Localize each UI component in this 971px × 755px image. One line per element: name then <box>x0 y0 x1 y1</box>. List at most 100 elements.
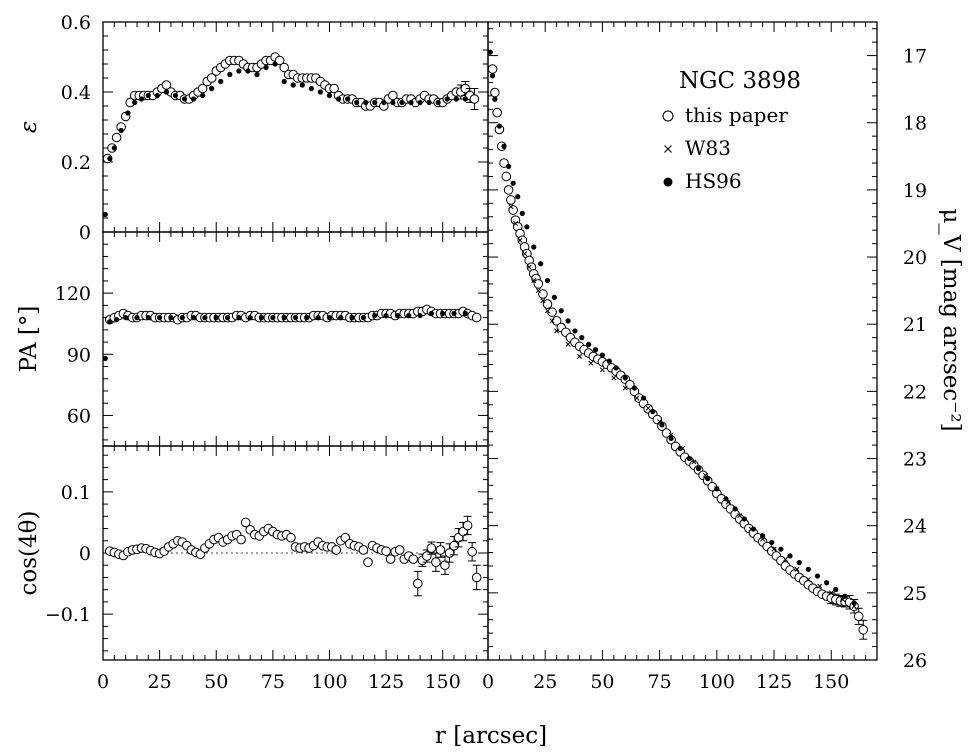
data-point <box>435 545 446 555</box>
legend-entry-label: W83 <box>685 136 731 160</box>
data-point <box>263 64 269 71</box>
y-axis-label-ellipticity: ε <box>16 121 42 133</box>
data-point <box>292 315 299 321</box>
data-point <box>547 307 557 317</box>
data-point <box>190 96 197 102</box>
data-point <box>363 99 369 106</box>
data-point <box>224 315 231 321</box>
data-point <box>200 92 206 99</box>
data-point <box>519 210 525 216</box>
x-tick-label: 100 <box>311 671 347 693</box>
data-point <box>317 89 324 95</box>
data-point <box>538 261 544 267</box>
legend-title: NGC 3898 <box>679 68 801 94</box>
data-point <box>358 545 369 555</box>
data-point <box>254 71 260 78</box>
legend-marker-cross <box>664 145 672 153</box>
data-point <box>335 96 342 102</box>
data-point <box>236 68 242 74</box>
data-point <box>750 526 757 532</box>
data-point <box>611 375 617 381</box>
series-this-paper <box>102 52 480 164</box>
data-point <box>833 586 839 593</box>
data-point <box>805 576 811 582</box>
y-tick-label: 21 <box>903 314 927 336</box>
data-point <box>331 545 342 555</box>
data-point <box>515 194 521 200</box>
data-point <box>390 99 396 106</box>
data-point <box>554 328 560 334</box>
data-point <box>538 289 548 299</box>
x-tick-label: 0 <box>97 671 109 693</box>
data-point <box>385 554 396 564</box>
data-point <box>462 520 473 531</box>
data-point <box>510 180 516 186</box>
data-point <box>157 315 163 321</box>
y-tick-label: −0.1 <box>45 604 91 626</box>
data-point <box>417 312 423 319</box>
panel-position-angle: 60 90 120 <box>55 231 489 447</box>
data-point <box>258 315 265 321</box>
legend-entry-label: HS96 <box>685 169 742 193</box>
panel-frame <box>102 21 489 233</box>
y-tick-label: 17 <box>903 46 927 68</box>
data-point <box>599 367 605 373</box>
data-point <box>161 80 172 90</box>
data-point <box>794 566 800 572</box>
panel-surface-brightness: 17 18 19 20 21 22 23 24 25 26 0 25 50 75 100 125 150 NGC … <box>482 21 927 693</box>
data-point <box>422 551 432 561</box>
data-point <box>592 347 599 353</box>
data-point <box>360 315 367 321</box>
y-tick-label: 23 <box>903 449 927 471</box>
data-point <box>274 55 285 66</box>
data-point <box>272 61 278 67</box>
data-point <box>544 308 551 314</box>
data-point <box>576 353 583 359</box>
data-point <box>281 315 287 321</box>
data-point <box>209 85 215 92</box>
data-point <box>279 62 289 73</box>
data-point <box>462 96 468 102</box>
data-point <box>406 312 412 319</box>
data-point <box>805 566 811 572</box>
data-point <box>240 517 251 528</box>
series-this-paper <box>104 304 482 325</box>
y-tick-label: 90 <box>67 344 91 366</box>
series-w83 <box>508 204 857 609</box>
data-point <box>270 315 276 321</box>
data-point <box>412 578 423 589</box>
series-this-paper <box>487 64 869 640</box>
data-point <box>824 580 830 586</box>
data-point <box>501 143 507 149</box>
data-point <box>535 288 541 294</box>
y-tick-label: 60 <box>67 405 91 427</box>
data-point <box>853 611 864 622</box>
data-point <box>531 278 537 284</box>
data-point <box>782 556 789 562</box>
data-point <box>549 318 555 324</box>
data-point <box>163 89 170 95</box>
data-point <box>737 513 743 519</box>
data-point <box>691 459 697 465</box>
data-point <box>213 315 219 321</box>
data-point <box>579 335 585 341</box>
data-point <box>315 315 321 321</box>
data-point <box>540 298 546 304</box>
data-point <box>354 99 360 106</box>
data-point <box>817 583 823 589</box>
data-point <box>417 99 423 106</box>
y-tick-label: 0.6 <box>61 12 91 34</box>
data-point <box>245 68 251 74</box>
data-point <box>517 237 523 243</box>
data-point <box>503 185 514 195</box>
legend: NGC 3898 this paper W83 HS96 <box>662 68 801 193</box>
data-point <box>372 312 378 319</box>
x-tick-label: 75 <box>648 671 672 693</box>
data-point <box>349 315 355 321</box>
data-point <box>668 435 674 441</box>
data-point <box>179 315 185 321</box>
data-point <box>399 99 405 106</box>
y-axis-label-surface-brightness: μ_V [mag arcsec⁻²] <box>938 208 964 431</box>
y-tick-label: 18 <box>903 113 927 135</box>
data-point <box>588 360 594 366</box>
